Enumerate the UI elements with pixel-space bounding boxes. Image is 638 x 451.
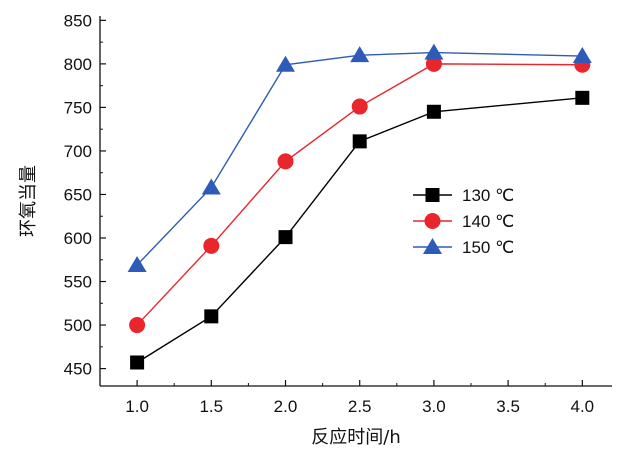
data-point [127, 255, 147, 272]
x-tick-label: 3.5 [496, 397, 520, 416]
x-tick-label: 2.0 [274, 397, 298, 416]
legend-marker [423, 238, 442, 254]
series-circle [129, 55, 591, 334]
legend-label: 150 ℃ [462, 238, 514, 257]
data-point [575, 90, 590, 105]
data-point [278, 230, 293, 245]
y-tick-label: 750 [64, 98, 92, 117]
y-tick-label: 850 [64, 11, 92, 30]
y-tick-label: 550 [64, 273, 92, 292]
x-tick-label: 4.0 [570, 397, 594, 416]
series-line [136, 97, 583, 364]
x-axis-title: 反应时间/h [311, 427, 400, 448]
data-point [352, 134, 367, 149]
legend-marker [425, 188, 440, 202]
series-line [136, 51, 583, 266]
data-point [277, 153, 294, 170]
x-tick-label: 1.5 [199, 397, 223, 416]
x-tick-label: 1.0 [125, 397, 149, 416]
y-tick-label: 600 [64, 229, 92, 248]
y-tick-label: 450 [64, 360, 92, 379]
y-tick-label: 650 [64, 185, 92, 204]
series-line [136, 63, 583, 326]
data-point [130, 355, 145, 370]
data-point [350, 46, 370, 63]
data-point [426, 104, 441, 119]
data-point [276, 55, 296, 72]
legend-entry: 140 ℃ [413, 212, 514, 231]
data-point [204, 309, 219, 324]
data-point [203, 237, 220, 254]
data-point [201, 178, 221, 195]
y-axis-title: 环氧当量 [18, 165, 39, 237]
legend-entry: 130 ℃ [413, 186, 514, 205]
data-point [351, 98, 368, 115]
legend: 130 ℃ 140 ℃ 150 ℃ [413, 186, 514, 257]
legend-marker [424, 213, 441, 229]
legend-label: 130 ℃ [462, 186, 514, 205]
y-tick-label: 700 [64, 142, 92, 161]
ticks: 450 500 550 600 650 700 750 800 850 1.0 1.5 2.0 2.5 3… [64, 11, 595, 416]
y-tick-label: 800 [64, 55, 92, 74]
legend-label: 140 ℃ [462, 212, 514, 231]
legend-entry: 150 ℃ [413, 238, 514, 257]
data-point [572, 47, 592, 64]
x-tick-label: 2.5 [348, 397, 372, 416]
data-point [425, 55, 442, 72]
axes [99, 16, 612, 387]
data-point [424, 43, 444, 60]
x-tick-label: 3.0 [422, 397, 446, 416]
y-tick-label: 500 [64, 316, 92, 335]
series-square [130, 90, 590, 370]
data-point [129, 317, 146, 334]
series-triangle [127, 43, 592, 272]
series-group [127, 43, 592, 370]
